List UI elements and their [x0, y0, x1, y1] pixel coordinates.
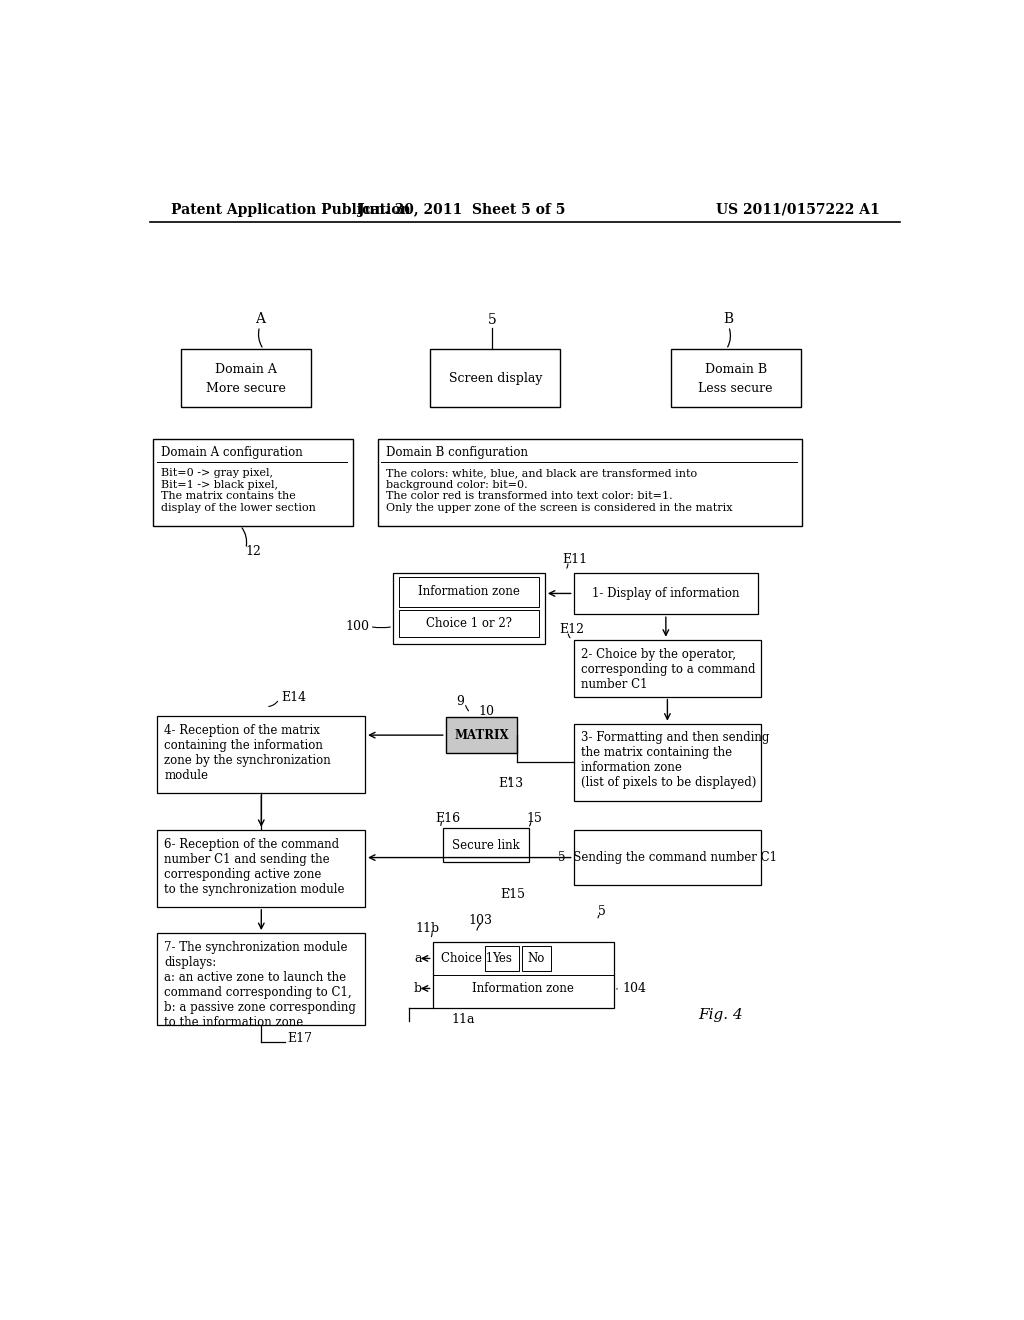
Text: b: b	[414, 982, 422, 995]
Text: Information zone: Information zone	[418, 585, 520, 598]
Text: 103: 103	[469, 915, 493, 927]
Text: 100: 100	[346, 620, 370, 634]
Text: E16: E16	[435, 812, 461, 825]
Text: 5: 5	[598, 906, 606, 917]
Text: Screen display: Screen display	[449, 372, 542, 385]
Bar	[158, 830, 366, 907]
Text: Domain A: Domain A	[215, 363, 276, 376]
Text: 11b: 11b	[415, 921, 439, 935]
Bar	[671, 350, 801, 407]
Bar	[153, 440, 352, 525]
Text: Choice 1: Choice 1	[441, 952, 494, 965]
Text: 15: 15	[526, 812, 542, 825]
Text: 5: 5	[487, 313, 497, 327]
Text: 104: 104	[623, 982, 646, 995]
Bar	[521, 946, 551, 970]
Text: Yes: Yes	[493, 952, 512, 965]
Bar	[573, 830, 761, 886]
Text: E14: E14	[282, 690, 306, 704]
Text: More secure: More secure	[206, 381, 286, 395]
Bar	[442, 829, 529, 862]
Bar	[485, 946, 519, 970]
Text: 1- Display of information: 1- Display of information	[592, 587, 739, 601]
Bar	[432, 942, 614, 1008]
Text: The colors: white, blue, and black are transformed into
background color: bit=0.: The colors: white, blue, and black are t…	[386, 469, 732, 512]
Text: No: No	[527, 952, 545, 965]
Bar	[399, 577, 539, 607]
Text: Bit=0 -> gray pixel,
Bit=1 -> black pixel,
The matrix contains the
display of th: Bit=0 -> gray pixel, Bit=1 -> black pixe…	[162, 469, 316, 512]
Text: 9: 9	[456, 694, 464, 708]
Bar	[430, 350, 560, 407]
Text: E13: E13	[499, 777, 523, 791]
Bar	[158, 715, 366, 793]
Bar	[399, 610, 539, 638]
Text: 4- Reception of the matrix
containing the information
zone by the synchronizatio: 4- Reception of the matrix containing th…	[165, 723, 331, 781]
Text: 2- Choice by the operator,
corresponding to a command
number C1: 2- Choice by the operator, corresponding…	[581, 648, 755, 692]
Text: E11: E11	[562, 553, 587, 566]
Text: a: a	[414, 952, 422, 965]
Bar	[180, 350, 311, 407]
Text: Domain B: Domain B	[705, 363, 767, 376]
Text: 7- The synchronization module
displays:
a: an active zone to launch the
command : 7- The synchronization module displays: …	[165, 941, 356, 1028]
Bar	[573, 573, 758, 614]
Text: Less secure: Less secure	[698, 381, 773, 395]
Bar	[378, 440, 802, 525]
Text: MATRIX: MATRIX	[454, 729, 509, 742]
Text: Fig. 4: Fig. 4	[698, 1007, 743, 1022]
Bar	[158, 933, 366, 1026]
Text: Information zone: Information zone	[472, 982, 574, 995]
Text: Choice 1 or 2?: Choice 1 or 2?	[426, 616, 512, 630]
Text: Jun. 30, 2011  Sheet 5 of 5: Jun. 30, 2011 Sheet 5 of 5	[357, 203, 565, 216]
Text: E17: E17	[287, 1032, 312, 1045]
Text: 6- Reception of the command
number C1 and sending the
corresponding active zone
: 6- Reception of the command number C1 an…	[165, 837, 345, 895]
Bar	[393, 573, 545, 644]
Text: Patent Application Publication: Patent Application Publication	[171, 203, 411, 216]
Text: 3- Formatting and then sending
the matrix containing the
information zone
(list : 3- Formatting and then sending the matri…	[581, 731, 769, 789]
Bar	[445, 718, 517, 752]
Text: 12: 12	[246, 545, 262, 557]
Text: Domain A configuration: Domain A configuration	[162, 446, 303, 459]
Text: US 2011/0157222 A1: US 2011/0157222 A1	[716, 203, 880, 216]
Text: E15: E15	[500, 888, 525, 902]
Text: E12: E12	[559, 623, 584, 636]
Text: Secure link: Secure link	[453, 838, 520, 851]
Text: 11a: 11a	[451, 1012, 474, 1026]
Text: A: A	[255, 312, 265, 326]
Text: Domain B configuration: Domain B configuration	[386, 446, 528, 459]
Text: B: B	[724, 312, 733, 326]
Bar	[573, 723, 761, 800]
Text: 10: 10	[478, 705, 494, 718]
Text: 5- Sending the command number C1: 5- Sending the command number C1	[558, 851, 777, 865]
Bar	[573, 640, 761, 697]
